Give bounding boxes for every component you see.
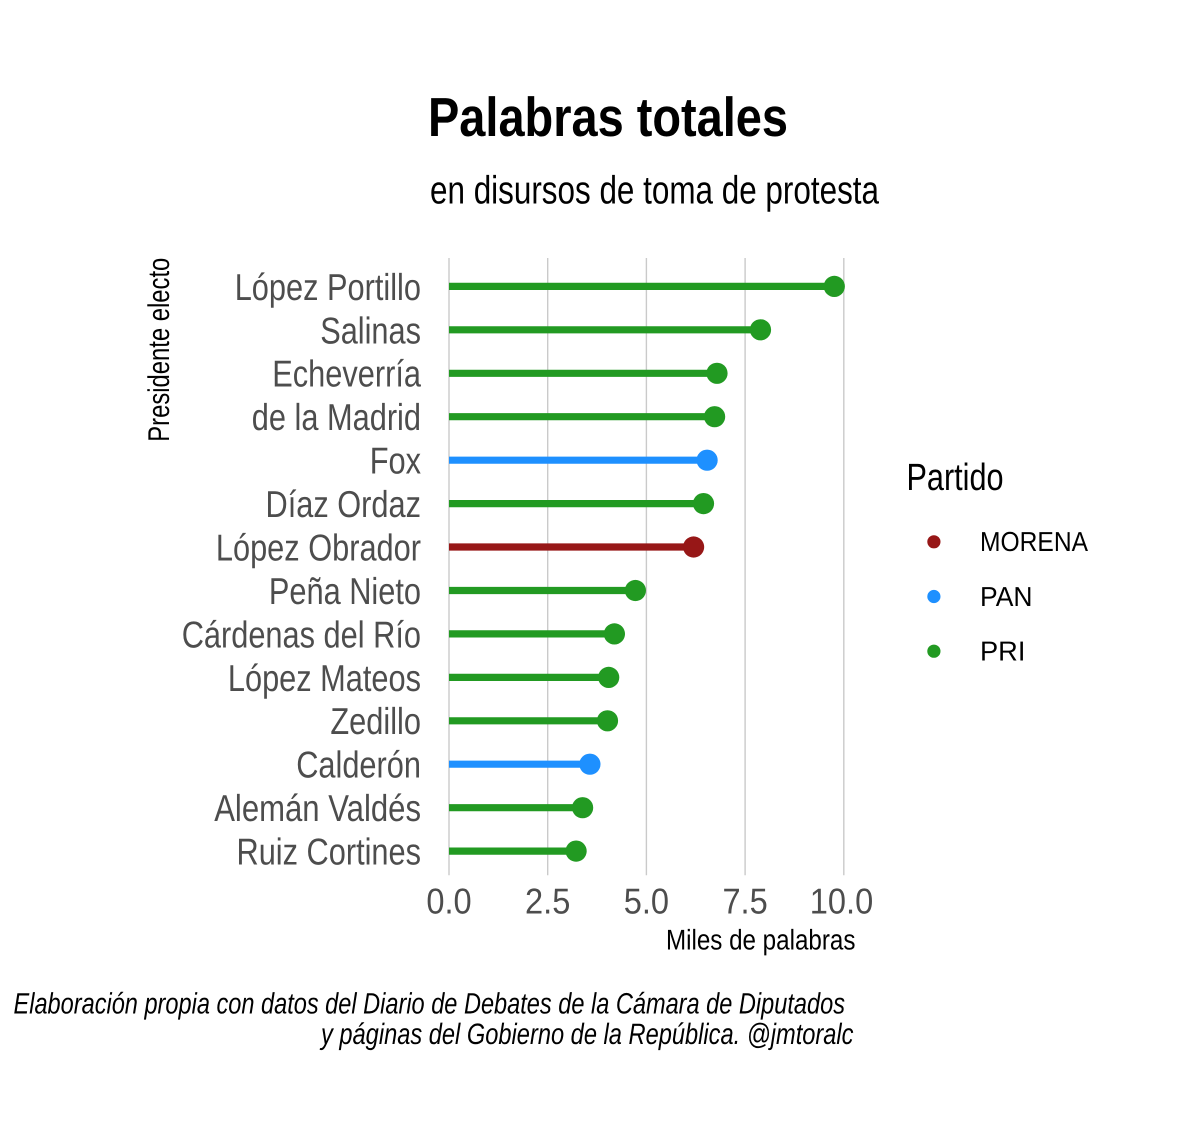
svg-text:Alemán Valdés: Alemán Valdés (214, 787, 421, 829)
svg-text:Echeverría: Echeverría (272, 353, 421, 395)
svg-text:MORENA: MORENA (980, 526, 1089, 557)
svg-text:Partido: Partido (907, 457, 1004, 499)
svg-text:PAN: PAN (980, 581, 1033, 612)
svg-text:5.0: 5.0 (624, 881, 669, 922)
svg-text:López Portillo: López Portillo (235, 266, 421, 308)
svg-text:Calderón: Calderón (296, 744, 421, 786)
svg-text:en disursos de toma de protest: en disursos de toma de protesta (430, 168, 879, 212)
svg-text:Palabras totales: Palabras totales (428, 86, 788, 148)
svg-text:Díaz Ordaz: Díaz Ordaz (266, 483, 422, 525)
svg-text:Elaboración propia con datos d: Elaboración propia con datos del Diario … (14, 987, 846, 1020)
svg-text:y páginas del Gobierno de la R: y páginas del Gobierno de la República. … (319, 1018, 853, 1051)
svg-text:Miles de palabras: Miles de palabras (666, 924, 856, 956)
svg-text:10.0: 10.0 (810, 881, 873, 922)
svg-text:López Obrador: López Obrador (216, 527, 421, 569)
svg-text:Salinas: Salinas (320, 309, 421, 351)
svg-text:Ruiz Cortines: Ruiz Cortines (237, 831, 422, 873)
svg-text:Peña Nieto: Peña Nieto (269, 570, 421, 612)
svg-text:7.5: 7.5 (722, 881, 767, 922)
svg-text:Presidente electo: Presidente electo (143, 258, 176, 442)
svg-text:2.5: 2.5 (525, 881, 570, 922)
svg-text:Zedillo: Zedillo (330, 700, 421, 742)
svg-text:0.0: 0.0 (426, 881, 471, 922)
svg-text:PRI: PRI (980, 636, 1025, 667)
svg-text:de la Madrid: de la Madrid (252, 396, 421, 438)
svg-text:Fox: Fox (370, 440, 422, 482)
svg-text:Cárdenas del Río: Cárdenas del Río (182, 613, 421, 655)
svg-text:López Mateos: López Mateos (228, 657, 421, 699)
